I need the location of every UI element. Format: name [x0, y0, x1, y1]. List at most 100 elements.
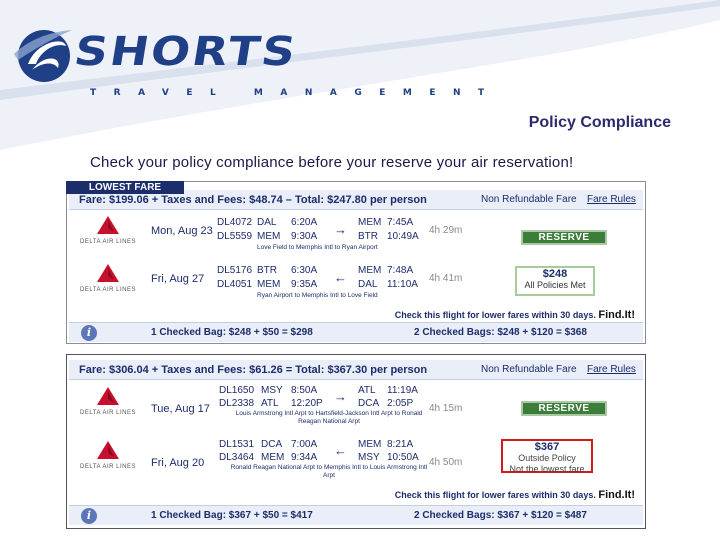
- fare-summary-bar: Fare: $306.04 + Taxes and Fees: $61.26 =…: [69, 360, 643, 380]
- arrow-left-icon: ←: [334, 443, 347, 458]
- delta-logo-icon: [97, 387, 119, 405]
- duration: 4h 50m: [429, 457, 463, 468]
- bag-fee-1: 1 Checked Bag: $367 + $50 = $417: [151, 510, 313, 521]
- flight-leg-return: DELTA AIR LINES Fri, Aug 20 DL1531 DL346…: [69, 439, 643, 479]
- arrive-time: 10:50A: [387, 452, 419, 463]
- arrive-time: 8:21A: [387, 439, 414, 450]
- refund-status: Non Refundable Fare: [481, 194, 577, 205]
- brand-tagline: TRAVEL MANAGEMENT: [90, 88, 502, 98]
- depart-time: 9:35A: [291, 279, 318, 290]
- airline-logo: DELTA AIR LINES: [73, 264, 143, 293]
- bag-fee-1: 1 Checked Bag: $248 + $50 = $298: [151, 327, 313, 338]
- arrive-time: 10:49A: [387, 231, 419, 242]
- brand-name: SHORTS: [71, 29, 301, 75]
- arrive-time: 2:05P: [387, 398, 414, 409]
- arrow-left-icon: ←: [334, 270, 347, 285]
- origin-airport: MEM: [261, 452, 285, 463]
- origin-airport: MSY: [261, 385, 283, 396]
- policy-message: All Policies Met: [524, 280, 586, 290]
- dest-airport: DCA: [358, 398, 380, 409]
- origin-airport: DCA: [261, 439, 283, 450]
- bag-fee-2: 2 Checked Bags: $248 + $120 = $368: [414, 327, 587, 338]
- policy-message: Outside Policy: [518, 453, 576, 463]
- reserve-button[interactable]: RESERVE: [521, 230, 607, 245]
- lower-fare-promo: Check this flight for lower fares within…: [395, 309, 635, 321]
- logo-globe-icon: [14, 30, 72, 82]
- flight-number: DL1650: [219, 385, 255, 396]
- dest-airport: MSY: [358, 452, 380, 463]
- fare-summary-bar: Fare: $199.06 + Taxes and Fees: $48.74 –…: [69, 190, 643, 210]
- lower-fare-promo: Check this flight for lower fares within…: [395, 489, 635, 501]
- flight-option-1: Fare: $199.06 + Taxes and Fees: $48.74 –…: [66, 181, 646, 344]
- duration: 4h 41m: [429, 273, 463, 284]
- origin-airport: MEM: [257, 231, 281, 242]
- arrive-time: 7:48A: [387, 265, 414, 276]
- depart-time: 6:20A: [291, 217, 318, 228]
- flight-option-2: Fare: $306.04 + Taxes and Fees: $61.26 =…: [66, 354, 646, 529]
- flight-number: DL4072: [217, 217, 253, 228]
- duration: 4h 15m: [429, 403, 463, 414]
- depart-time: 8:50A: [291, 385, 318, 396]
- flight-leg-outbound: DELTA AIR LINES Tue, Aug 17 DL1650 DL233…: [69, 385, 643, 425]
- delta-logo-icon: [97, 216, 119, 234]
- duration: 4h 29m: [429, 225, 463, 236]
- lowest-fare-tab: LOWEST FARE: [66, 181, 184, 194]
- flight-leg-outbound: DELTA AIR LINES Mon, Aug 23 DL4072 DL555…: [69, 214, 643, 254]
- origin-airport: MEM: [257, 279, 281, 290]
- price: $367: [534, 441, 560, 453]
- route-note: Ronald Reagan National Arpt to Memphis I…: [230, 464, 428, 479]
- page-title: Policy Compliance: [528, 114, 671, 131]
- lower-fare-text: Check this flight for lower fares within…: [394, 310, 596, 320]
- route-note: Louis Armstrong Intl Arpt to Hartsfield-…: [235, 410, 423, 425]
- flight-number: DL1531: [219, 439, 255, 450]
- leg-date: Fri, Aug 27: [151, 273, 205, 285]
- dest-airport: DAL: [358, 279, 378, 290]
- leg-date: Fri, Aug 20: [151, 457, 205, 469]
- price: $248: [542, 268, 568, 280]
- route-note: Ryan Airport to Memphis Intl to Love Fie…: [257, 292, 378, 299]
- airline-logo: DELTA AIR LINES: [73, 387, 143, 416]
- reserve-button[interactable]: RESERVE: [521, 401, 607, 416]
- flight-number: DL5176: [217, 265, 253, 276]
- find-it-link[interactable]: Find.It!: [598, 309, 635, 321]
- airline-logo: DELTA AIR LINES: [73, 216, 143, 245]
- leg-date: Tue, Aug 17: [151, 403, 210, 415]
- arrive-time: 7:45A: [387, 217, 414, 228]
- arrow-right-icon: →: [334, 222, 347, 237]
- flight-number: DL4051: [217, 279, 253, 290]
- bag-fee-2: 2 Checked Bags: $367 + $120 = $487: [414, 510, 587, 521]
- policy-reason: Not the lowest fare: [509, 464, 585, 474]
- depart-time: 12:20P: [291, 398, 323, 409]
- refund-status: Non Refundable Fare: [481, 364, 577, 375]
- baggage-bar: i 1 Checked Bag: $248 + $50 = $298 2 Che…: [69, 322, 643, 342]
- route-note: Love Field to Memphis Intl to Ryan Airpo…: [257, 244, 378, 251]
- baggage-bar: i 1 Checked Bag: $367 + $50 = $417 2 Che…: [69, 505, 643, 525]
- origin-airport: DAL: [257, 217, 277, 228]
- origin-airport: BTR: [257, 265, 277, 276]
- depart-time: 6:30A: [291, 265, 318, 276]
- airline-name: DELTA AIR LINES: [80, 239, 136, 245]
- airline-logo: DELTA AIR LINES: [73, 441, 143, 470]
- fare-text: Fare: $306.04 + Taxes and Fees: $61.26 =…: [79, 364, 428, 376]
- fare-text: Fare: $199.06 + Taxes and Fees: $48.74 –…: [79, 194, 427, 206]
- arrive-time: 11:10A: [387, 279, 418, 290]
- dest-airport: MEM: [358, 217, 382, 228]
- info-icon[interactable]: i: [81, 325, 97, 341]
- depart-time: 9:30A: [291, 231, 318, 242]
- fare-rules-link[interactable]: Fare Rules: [587, 194, 636, 205]
- fare-rules-link[interactable]: Fare Rules: [587, 364, 636, 375]
- dest-airport: ATL: [358, 385, 376, 396]
- policy-status-violation: $367 Outside Policy Not the lowest fare: [501, 439, 593, 474]
- find-it-link[interactable]: Find.It!: [598, 489, 635, 501]
- shorts-logo: SHORTS TRAVEL MANAGEMENT: [14, 24, 484, 98]
- airline-name: DELTA AIR LINES: [80, 464, 136, 470]
- flight-number: DL2338: [219, 398, 255, 409]
- policy-status-met: $248 All Policies Met: [515, 266, 595, 296]
- arrow-right-icon: →: [334, 389, 347, 404]
- airline-name: DELTA AIR LINES: [80, 410, 136, 416]
- leg-date: Mon, Aug 23: [151, 225, 213, 237]
- dest-airport: MEM: [358, 265, 382, 276]
- dest-airport: MEM: [358, 439, 382, 450]
- flight-number: DL5559: [217, 231, 253, 242]
- info-icon[interactable]: i: [81, 508, 97, 524]
